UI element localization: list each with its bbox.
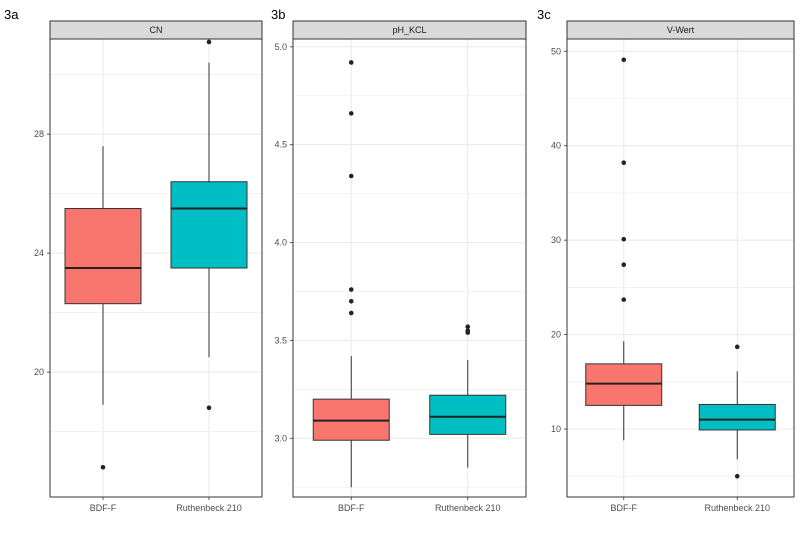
outlier-point <box>206 405 212 411</box>
y-tick-label: 4.5 <box>274 140 287 150</box>
panel-border <box>566 38 795 498</box>
outlier-point <box>348 60 354 65</box>
outlier-point <box>100 464 106 470</box>
outlier-point <box>734 473 740 479</box>
outlier-point <box>621 57 627 63</box>
y-tick-label: 20 <box>551 330 561 340</box>
outlier-point <box>348 298 354 304</box>
panel-3b <box>290 20 527 500</box>
outlier-point <box>621 160 627 166</box>
outlier-point <box>348 111 354 116</box>
y-tick-label: 3.5 <box>274 335 287 345</box>
strip-title: V-Wert <box>667 25 695 35</box>
panel-label: 3a <box>4 7 19 22</box>
panel-label: 3b <box>271 7 285 22</box>
y-tick-label: 3.0 <box>274 433 287 443</box>
y-tick-label: 40 <box>551 141 561 151</box>
outlier-point <box>348 173 354 179</box>
y-tick-label: 20 <box>34 367 44 377</box>
panel-3a <box>47 20 263 500</box>
x-tick-label: Ruthenbeck 210 <box>704 503 770 513</box>
y-tick-label: 4.0 <box>274 238 287 248</box>
outlier-point <box>621 297 627 302</box>
strip-title: CN <box>150 25 163 35</box>
outlier-point <box>465 324 471 330</box>
strip-title: pH_KCL <box>392 25 426 35</box>
x-tick-label: BDF-F <box>90 503 117 513</box>
outlier-point <box>348 310 354 316</box>
x-tick-label: Ruthenbeck 210 <box>435 503 501 513</box>
y-tick-label: 50 <box>551 46 561 56</box>
panel-border <box>49 38 263 498</box>
y-tick-label: 28 <box>34 129 44 139</box>
y-tick-label: 24 <box>34 248 44 258</box>
x-tick-label: BDF-F <box>611 503 638 513</box>
x-tick-label: Ruthenbeck 210 <box>176 503 242 513</box>
y-tick-label: 5.0 <box>274 42 287 52</box>
box-ruthenbeck-210 <box>429 394 507 435</box>
panel-label: 3c <box>537 7 551 22</box>
box-ruthenbeck-210 <box>170 181 248 269</box>
y-tick-label: 30 <box>551 235 561 245</box>
x-tick-label: BDF-F <box>338 503 365 513</box>
outlier-point <box>734 344 740 350</box>
y-tick-label: 10 <box>551 424 561 434</box>
outlier-point <box>348 287 354 292</box>
box-ruthenbeck-210 <box>698 403 776 431</box>
outlier-point <box>621 236 627 242</box>
panel-border <box>292 38 527 498</box>
panel-3c <box>564 20 795 500</box>
box-bdf-f <box>64 208 142 305</box>
outlier-point <box>206 39 212 45</box>
outlier-point <box>621 262 627 267</box>
outlier-point <box>465 328 471 333</box>
